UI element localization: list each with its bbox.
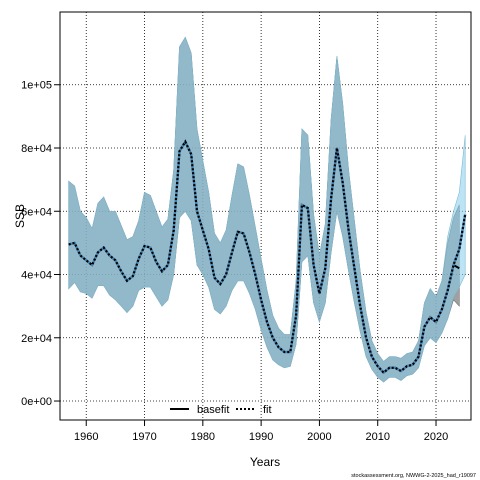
x-tick-label-1960: 1960 [74,431,98,443]
legend-label-fit: fit [263,404,272,416]
series-lines [68,139,467,375]
axes: 1960 1970 1980 1990 2000 2010 2020 0e+00 2e+04 4e… [21,80,448,443]
y-tick-label-1: 2e+04 [21,333,52,345]
legend: basefit fit [170,404,272,416]
y-tick-label-3: 6e+04 [21,206,52,218]
x-tick-label-2010: 2010 [365,431,389,443]
x-tick-label-2000: 2000 [307,431,331,443]
x-axis-title: Years [250,455,280,469]
x-tick-label-1980: 1980 [191,431,215,443]
fit-confidence-band [68,36,466,383]
plot-frame [59,11,472,421]
credit-text: stockassessment.org, NWWG-2-2025_had_r19… [351,473,476,479]
y-tick-label-0: 0e+00 [21,396,52,408]
x-tick-label-1990: 1990 [249,431,273,443]
y-tick-label-5: 1e+05 [21,80,52,92]
y-tick-label-2: 4e+04 [21,270,52,282]
fit-line [68,139,467,375]
y-axis-title: SSB [13,204,27,228]
x-tick-label-2020: 2020 [424,431,448,443]
confidence-bands [68,36,466,383]
legend-label-basefit: basefit [197,404,229,416]
y-tick-label-4: 8e+04 [21,143,52,155]
x-tick-label-1970: 1970 [132,431,156,443]
grid [60,12,471,420]
